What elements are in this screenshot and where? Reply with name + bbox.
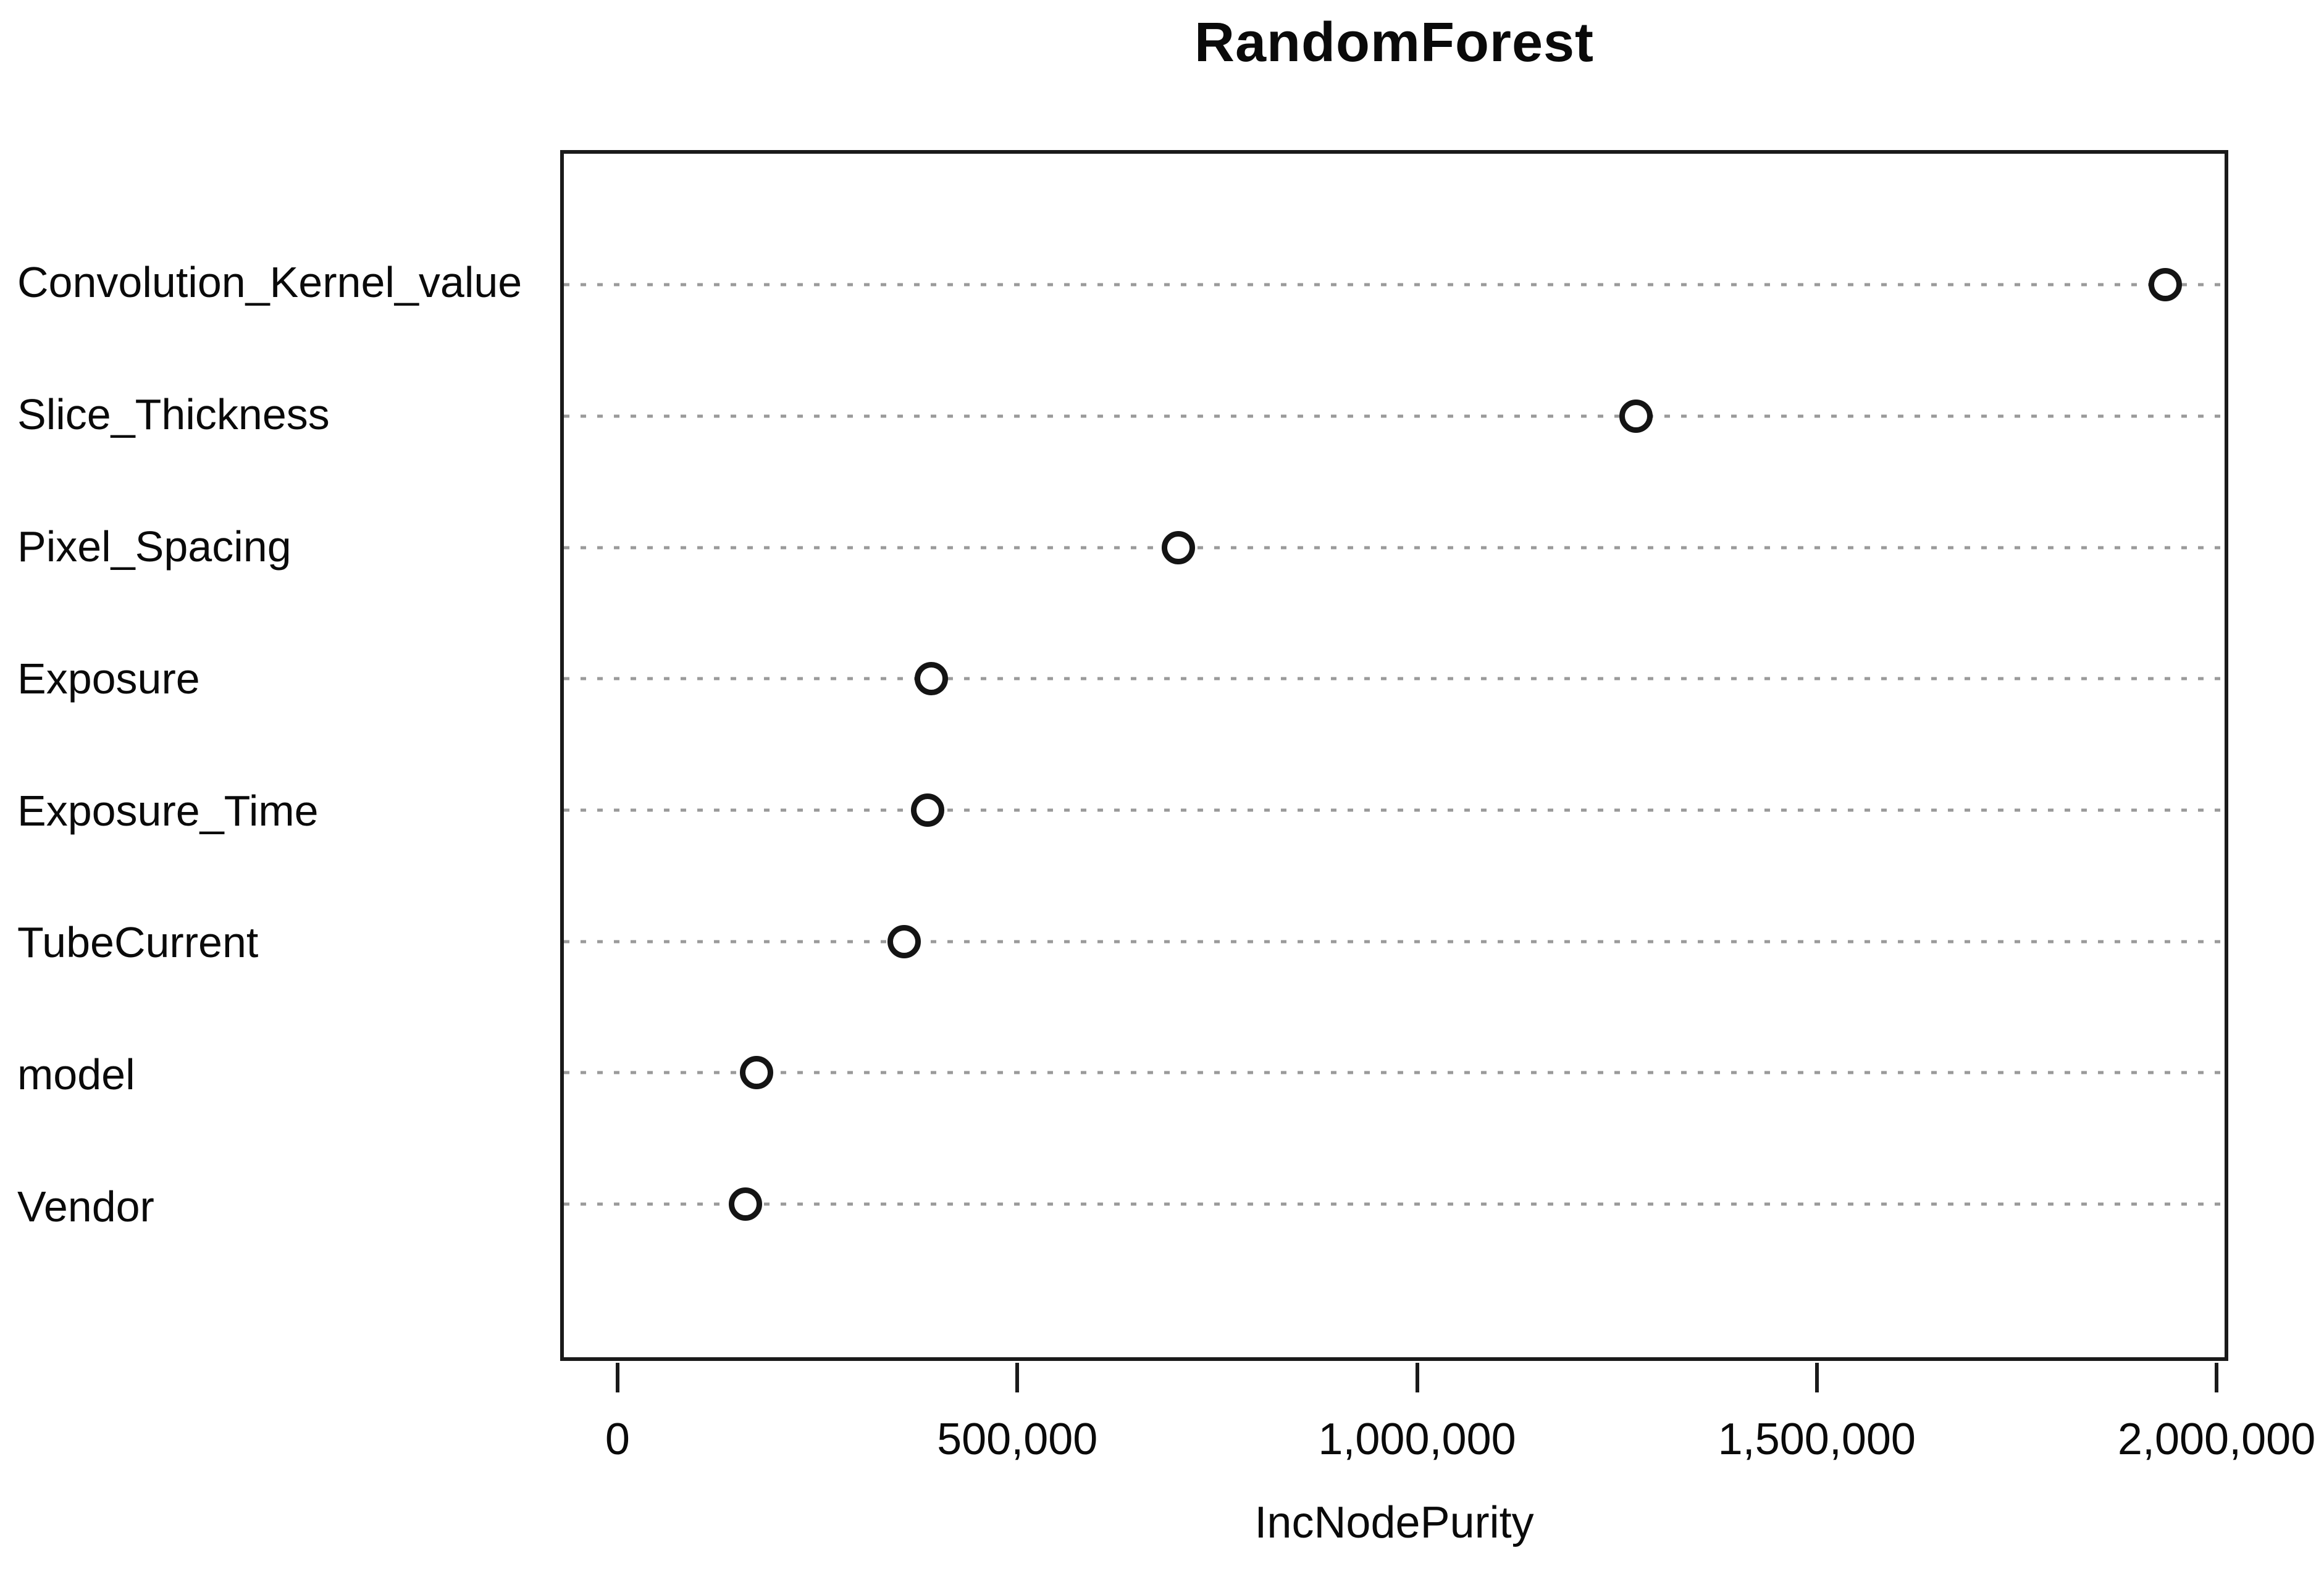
- gridline: [564, 1071, 2225, 1074]
- x-tick-label: 1,500,000: [1718, 1415, 1916, 1464]
- gridline: [564, 677, 2225, 680]
- gridline: [564, 283, 2225, 287]
- y-axis-label-TubeCurrent: TubeCurrent: [17, 918, 259, 967]
- x-tick-mark: [1415, 1363, 1419, 1392]
- x-tick-mark: [1814, 1363, 1819, 1392]
- data-point-Exposure: [915, 662, 949, 696]
- x-tick-label: 500,000: [937, 1415, 1098, 1464]
- x-tick-mark: [1015, 1363, 1020, 1392]
- chart-title: RandomForest: [1194, 12, 1595, 73]
- data-point-Exposure_Time: [910, 793, 944, 827]
- gridline: [564, 1202, 2225, 1206]
- data-point-Vendor: [728, 1187, 762, 1221]
- gridline: [564, 546, 2225, 550]
- x-axis-title: IncNodePurity: [1254, 1498, 1534, 1547]
- data-point-Convolution_Kernel_value: [2148, 268, 2182, 302]
- y-axis-label-model: model: [17, 1050, 135, 1099]
- y-axis-label-Exposure: Exposure: [17, 654, 200, 703]
- x-tick-mark: [2215, 1363, 2219, 1392]
- y-axis-label-Vendor: Vendor: [17, 1182, 154, 1231]
- data-point-TubeCurrent: [887, 924, 921, 958]
- data-point-model: [739, 1056, 773, 1090]
- x-tick-mark: [615, 1363, 619, 1392]
- y-axis-label-Convolution_Kernel_value: Convolution_Kernel_value: [17, 257, 522, 306]
- x-tick-label: 0: [605, 1415, 630, 1464]
- gridline: [564, 808, 2225, 812]
- plot-box: [560, 150, 2228, 1361]
- gridline: [564, 414, 2225, 418]
- gridline: [564, 940, 2225, 944]
- y-axis-label-Slice_Thickness: Slice_Thickness: [17, 390, 330, 438]
- data-point-Slice_Thickness: [1619, 400, 1653, 433]
- data-point-Pixel_Spacing: [1161, 530, 1195, 564]
- x-tick-label: 2,000,000: [2117, 1415, 2316, 1464]
- y-axis-label-Exposure_Time: Exposure_Time: [17, 786, 319, 835]
- y-axis-label-Pixel_Spacing: Pixel_Spacing: [17, 522, 292, 571]
- x-tick-label: 1,000,000: [1318, 1415, 1516, 1464]
